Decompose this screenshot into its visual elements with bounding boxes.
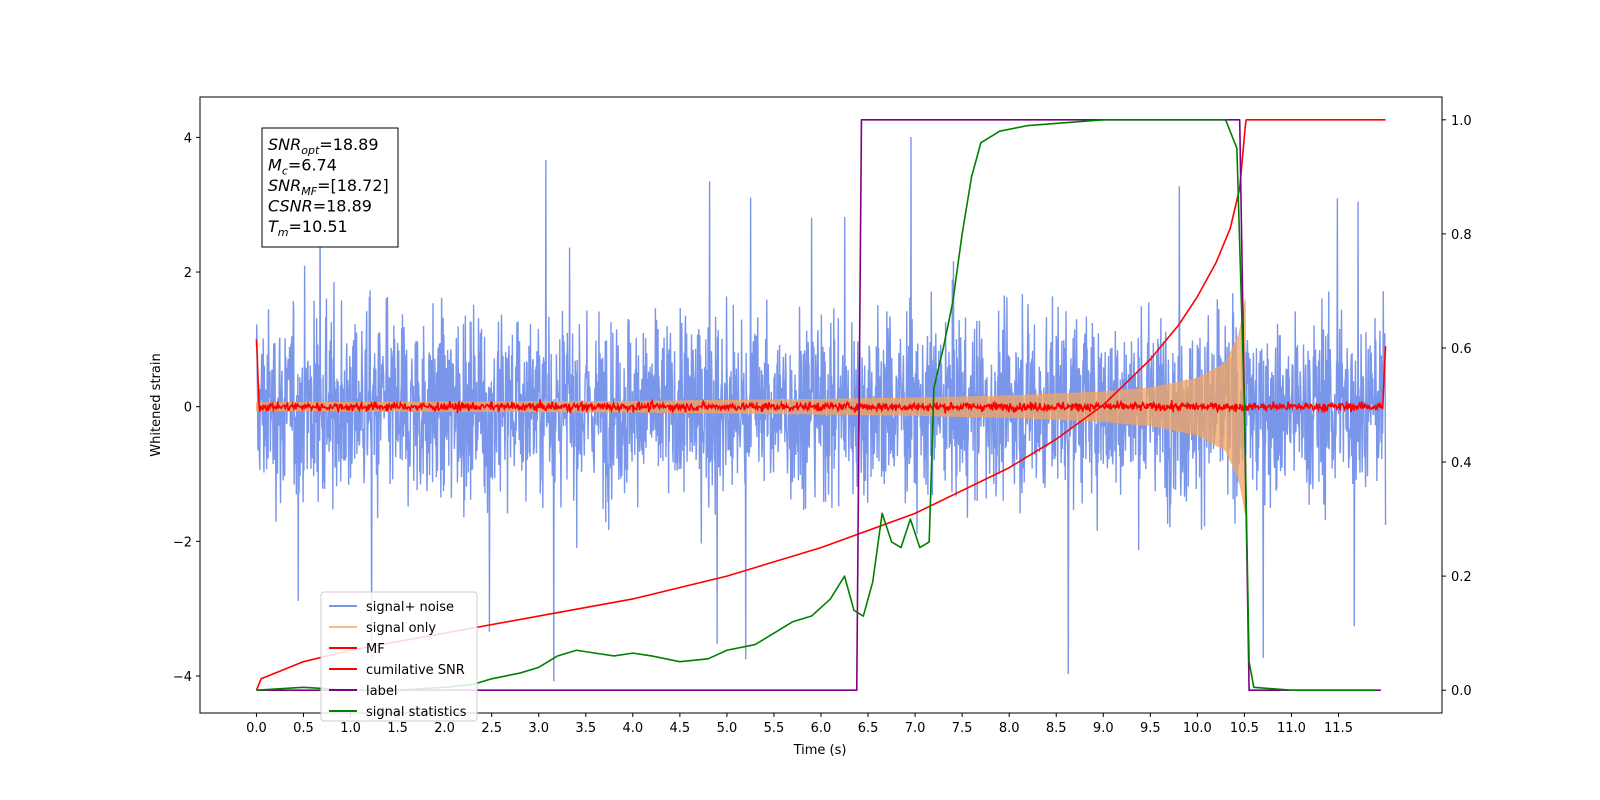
legend-label: signal+ noise	[366, 600, 454, 615]
x-tick-label: 7.5	[952, 721, 973, 736]
annotation-symbol: M	[268, 156, 282, 175]
x-tick-label: 6.5	[858, 721, 879, 736]
annotation-line: SNRMF=[18.72]	[268, 176, 389, 198]
annotation-subscript: c	[282, 165, 288, 178]
plot-area	[255, 119, 1387, 691]
y-axis-label: Whitened strain	[149, 353, 164, 456]
legend-label: label	[366, 684, 397, 699]
x-tick-label: 8.5	[1046, 721, 1067, 736]
x-tick-label: 4.0	[622, 721, 643, 736]
y-axis-left: 4 2 0 −2 −4	[173, 131, 200, 685]
x-tick-label: 0.5	[293, 721, 314, 736]
legend-label: MF	[366, 642, 385, 657]
x-tick-label: 1.0	[340, 721, 361, 736]
annotation-symbol: T	[268, 217, 279, 236]
x-tick-label: 9.5	[1140, 721, 1161, 736]
y-axis-right: 1.0 0.8 0.6 0.4 0.2 0.0	[1442, 114, 1472, 699]
annotation-value: =10.51	[289, 217, 348, 236]
annotation-symbol: CSNR	[268, 197, 313, 216]
x-tick-label: 2.5	[481, 721, 502, 736]
x-tick-label: 0.0	[246, 721, 267, 736]
series-label-line	[256, 119, 1381, 691]
y2-tick-label: 1.0	[1451, 114, 1472, 129]
annotation-value: =6.74	[288, 156, 337, 175]
y2-tick-label: 0.8	[1451, 228, 1472, 243]
annotation-box: SNRopt=18.89Mc=6.74SNRMF=[18.72]CSNR=18.…	[261, 127, 399, 248]
x-tick-label: 11.5	[1324, 721, 1353, 736]
x-tick-label: 7.0	[905, 721, 926, 736]
x-tick-label: 2.0	[434, 721, 455, 736]
x-tick-label: 5.0	[717, 721, 738, 736]
annotation-value: =[18.72]	[317, 176, 389, 195]
x-tick-label: 10.0	[1183, 721, 1212, 736]
annotation-value: =18.89	[319, 135, 378, 154]
x-tick-label: 8.0	[999, 721, 1020, 736]
annotation-subscript: opt	[301, 144, 320, 157]
legend-label: signal statistics	[366, 705, 467, 720]
x-tick-label: 3.5	[575, 721, 596, 736]
annotation-subscript: m	[278, 226, 289, 239]
annotation-subscript: MF	[301, 185, 317, 198]
y-tick-label: 2	[184, 266, 192, 281]
x-tick-label: 4.5	[670, 721, 691, 736]
annotation-frame	[261, 127, 399, 248]
y-tick-label: −4	[173, 670, 192, 685]
annotation-value: =18.89	[313, 197, 372, 216]
x-axis-label: Time (s)	[793, 743, 847, 758]
y2-tick-label: 0.6	[1451, 342, 1472, 357]
y-tick-label: 4	[184, 131, 192, 146]
legend-label: signal only	[366, 621, 436, 636]
annotation-line: SNRopt=18.89	[268, 135, 379, 157]
x-tick-label: 9.0	[1093, 721, 1114, 736]
annotation-line: Mc=6.74	[268, 156, 337, 178]
x-tick-label: 5.5	[764, 721, 785, 736]
legend-frame	[320, 591, 478, 722]
x-axis: 0.0 0.5 1.0 1.5 2.0 2.5 3.0 3.5 4.0 4.5 5.0 5.5 6.0 6…	[246, 713, 1353, 736]
y2-tick-label: 0.0	[1451, 684, 1472, 699]
y2-tick-label: 0.4	[1451, 456, 1472, 471]
annotation-symbol: SNR	[268, 135, 301, 154]
x-tick-label: 1.5	[387, 721, 408, 736]
x-tick-label: 10.5	[1230, 721, 1259, 736]
legend: signal+ noise signal only MF cumilative SNR…	[320, 591, 478, 722]
legend-label: cumilative SNR	[366, 663, 465, 678]
annotation-symbol: SNR	[268, 176, 301, 195]
annotation-line: CSNR=18.89	[268, 197, 372, 216]
series-signal-statistics-line	[256, 119, 1377, 691]
annotation-line: Tm=10.51	[268, 217, 348, 239]
series-signal-only-band	[256, 298, 1246, 515]
x-tick-label: 11.0	[1277, 721, 1306, 736]
y-tick-label: −2	[173, 535, 192, 550]
x-tick-label: 6.0	[811, 721, 832, 736]
y-tick-label: 0	[184, 401, 192, 416]
y2-tick-label: 0.2	[1451, 570, 1472, 585]
x-tick-label: 3.0	[528, 721, 549, 736]
series-mf-line	[255, 339, 1387, 414]
